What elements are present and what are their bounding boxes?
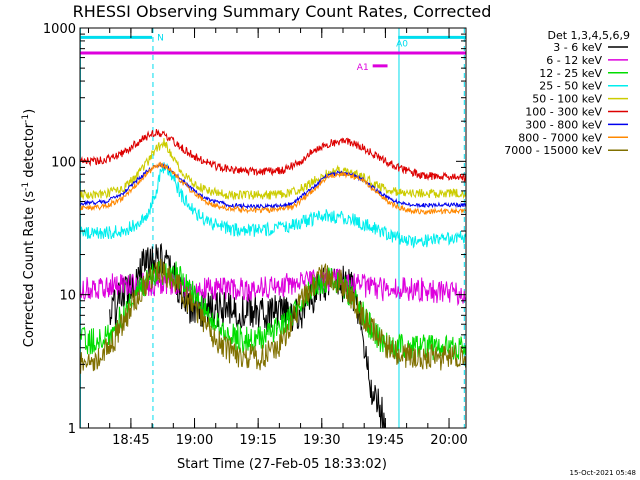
series-line-7 — [79, 161, 467, 216]
y-tick-label: 1000 — [43, 22, 76, 37]
flag-bars: N A0 A1 — [80, 33, 466, 73]
series-lines — [79, 128, 467, 429]
legend-label-6: 300 - 800 keV — [525, 118, 602, 131]
legend-label-5: 100 - 300 keV — [525, 106, 602, 119]
x-tick-label: 18:45 — [112, 433, 149, 448]
y-tick-label: 1 — [68, 422, 76, 437]
x-axis-label: Start Time (27-Feb-05 18:33:02) — [177, 457, 387, 472]
series-line-2 — [79, 260, 467, 361]
series-line-4 — [79, 138, 467, 201]
legend-label-1: 6 - 12 keV — [546, 54, 602, 67]
legend-label-8: 7000 - 15000 keV — [504, 144, 602, 157]
legend-title: Det 1,3,4,5,6,9 — [547, 29, 630, 42]
flag-label-0: N — [157, 33, 164, 43]
x-tick-label: 19:45 — [367, 433, 404, 448]
flag-label-3: A1 — [357, 63, 369, 73]
legend-label-2: 12 - 25 keV — [539, 67, 602, 80]
x-tick-label: 19:15 — [239, 433, 276, 448]
series-line-3 — [79, 162, 467, 249]
series-line-8 — [79, 258, 467, 374]
plot-frame — [79, 27, 467, 429]
chart-title: RHESSI Observing Summary Count Rates, Co… — [73, 2, 492, 21]
footer-timestamp: 15-Oct-2021 05:48 — [570, 469, 636, 477]
legend-label-4: 50 - 100 keV — [532, 93, 602, 106]
legend-label-0: 3 - 6 keV — [553, 41, 602, 54]
axes: 18:45 19:00 19:15 19:30 19:45 20:00 1 10 100 1000 — [43, 22, 468, 448]
series-line-5 — [79, 128, 467, 182]
y-axis-label: Corrected Count Rate (s-1 detector-1) — [21, 109, 37, 347]
y-tick-label: 100 — [51, 155, 76, 170]
legend-label-3: 25 - 50 keV — [539, 80, 602, 93]
window-markers — [79, 28, 465, 428]
x-tick-label: 20:00 — [430, 433, 467, 448]
x-tick-label: 19:00 — [176, 433, 213, 448]
legend-label-7: 800 - 7000 keV — [518, 131, 602, 144]
flag-label-2: A0 — [396, 39, 408, 49]
x-tick-label: 19:30 — [303, 433, 340, 448]
y-tick-label: 10 — [59, 289, 76, 304]
